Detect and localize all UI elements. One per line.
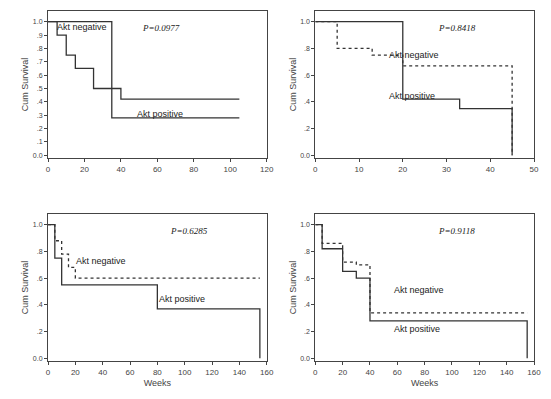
svg-text:.6: .6: [304, 72, 310, 79]
svg-text:0.0: 0.0: [33, 152, 43, 159]
svg-text:0: 0: [46, 368, 51, 377]
svg-text:20: 20: [338, 368, 347, 377]
svg-text:Akt positive: Akt positive: [389, 91, 435, 101]
svg-text:Cum Survival: Cum Survival: [20, 261, 30, 315]
svg-text:100: 100: [178, 368, 192, 377]
svg-text:P=0.0977: P=0.0977: [142, 23, 180, 33]
svg-text:Akt positive: Akt positive: [159, 294, 205, 304]
svg-text:80: 80: [153, 368, 162, 377]
svg-text:.8: .8: [37, 248, 43, 255]
svg-text:Akt negative: Akt negative: [394, 285, 444, 295]
svg-text:Akt negative: Akt negative: [57, 22, 107, 32]
svg-text:1.0: 1.0: [300, 221, 310, 228]
svg-text:Akt positive: Akt positive: [394, 324, 440, 334]
svg-text:.7: .7: [37, 58, 43, 65]
svg-text:Akt negative: Akt negative: [389, 50, 439, 60]
svg-text:P=0.6285: P=0.6285: [170, 226, 208, 236]
svg-text:.2: .2: [37, 328, 43, 335]
svg-text:40: 40: [366, 368, 375, 377]
svg-text:1.0: 1.0: [300, 18, 310, 25]
svg-text:.2: .2: [304, 328, 310, 335]
svg-text:.4: .4: [37, 301, 43, 308]
svg-text:1.0: 1.0: [33, 221, 43, 228]
svg-text:Cum Survival: Cum Survival: [288, 261, 298, 315]
svg-text:80: 80: [189, 165, 198, 174]
svg-text:Weeks: Weeks: [144, 378, 172, 388]
svg-text:Akt negative: Akt negative: [76, 256, 126, 266]
svg-text:.4: .4: [304, 301, 310, 308]
svg-text:100: 100: [445, 368, 459, 377]
svg-text:.6: .6: [304, 275, 310, 282]
svg-text:10: 10: [355, 165, 364, 174]
svg-text:Weeks: Weeks: [411, 378, 439, 388]
svg-text:100: 100: [224, 165, 238, 174]
svg-text:.5: .5: [37, 85, 43, 92]
svg-text:30: 30: [442, 165, 451, 174]
svg-text:.8: .8: [304, 45, 310, 52]
svg-text:.4: .4: [304, 98, 310, 105]
svg-text:.4: .4: [37, 98, 43, 105]
svg-text:40: 40: [116, 165, 125, 174]
svg-text:20: 20: [80, 165, 89, 174]
svg-text:50: 50: [530, 165, 539, 174]
svg-text:.8: .8: [304, 248, 310, 255]
svg-text:20: 20: [398, 165, 407, 174]
svg-text:0: 0: [313, 368, 318, 377]
svg-text:.6: .6: [37, 275, 43, 282]
svg-text:.6: .6: [37, 72, 43, 79]
svg-text:.3: .3: [37, 112, 43, 119]
svg-text:60: 60: [126, 368, 135, 377]
svg-text:.9: .9: [37, 32, 43, 39]
svg-text:Cum Survival: Cum Survival: [20, 58, 30, 112]
svg-text:P=0.9118: P=0.9118: [438, 226, 475, 236]
svg-text:20: 20: [71, 368, 80, 377]
svg-text:160: 160: [260, 368, 274, 377]
svg-text:0: 0: [313, 165, 318, 174]
svg-text:.2: .2: [37, 125, 43, 132]
svg-text:60: 60: [153, 165, 162, 174]
svg-text:160: 160: [527, 368, 541, 377]
svg-text:0.0: 0.0: [300, 152, 310, 159]
svg-text:0: 0: [46, 165, 51, 174]
svg-text:.1: .1: [37, 138, 43, 145]
svg-text:140: 140: [500, 368, 514, 377]
svg-text:0.0: 0.0: [300, 355, 310, 362]
svg-text:60: 60: [393, 368, 402, 377]
svg-text:120: 120: [473, 368, 487, 377]
svg-text:140: 140: [233, 368, 247, 377]
svg-text:Akt positive: Akt positive: [137, 109, 183, 119]
svg-text:0.0: 0.0: [33, 355, 43, 362]
svg-text:.2: .2: [304, 125, 310, 132]
svg-text:80: 80: [420, 368, 429, 377]
svg-text:120: 120: [260, 165, 274, 174]
svg-text:40: 40: [486, 165, 495, 174]
svg-text:1.0: 1.0: [33, 18, 43, 25]
svg-text:.8: .8: [37, 45, 43, 52]
svg-text:120: 120: [205, 368, 219, 377]
svg-text:40: 40: [98, 368, 107, 377]
svg-text:Cum Survival: Cum Survival: [288, 58, 298, 112]
svg-text:P=0.8418: P=0.8418: [438, 23, 476, 33]
